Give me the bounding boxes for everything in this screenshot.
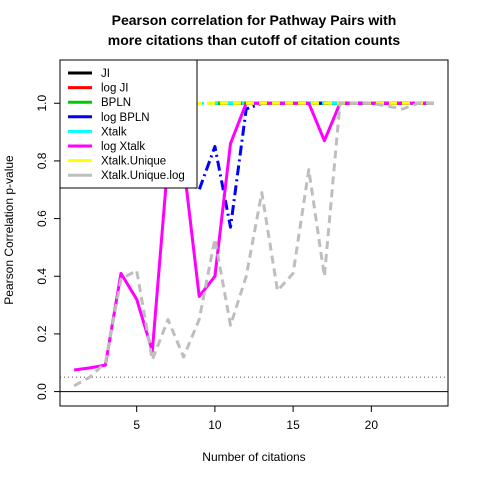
y-tick-label: 0.0 <box>35 383 49 400</box>
legend-label: log Xtalk <box>101 141 145 153</box>
y-tick-label: 0.4 <box>35 268 49 285</box>
legend-label: JI <box>101 68 110 80</box>
legend-label: Xtalk <box>101 126 127 138</box>
series-line-log-bpln <box>182 101 434 229</box>
plot-frame <box>59 59 449 407</box>
x-tick-label: 10 <box>208 418 222 432</box>
y-tick-label: 1.0 <box>35 95 49 112</box>
y-tick-label: 0.6 <box>35 210 49 227</box>
legend: JI log JI BPLN log BPLN Xtalk log Xtalk Xtalk.… <box>59 59 198 189</box>
x-tick-label: 15 <box>286 418 300 432</box>
legend-label: BPLN <box>101 97 131 109</box>
y-tick-label: 0.2 <box>35 325 49 342</box>
reference-lines <box>60 376 448 393</box>
x-axis-label: Number of citations <box>202 450 305 464</box>
y-axis: 0.0 0.2 0.4 0.6 0.8 1.0 <box>35 95 60 400</box>
legend-label: Xtalk.Unique <box>101 156 166 168</box>
y-tick-label: 0.8 <box>35 152 49 169</box>
x-tick-label: 20 <box>365 418 379 432</box>
legend-label: log BPLN <box>101 112 150 124</box>
legend-label: log JI <box>101 83 129 95</box>
y-axis-label: Pearson Correlation p-value <box>2 155 16 305</box>
x-tick-label: 5 <box>133 418 140 432</box>
chart-title-line-2: more citations than cutoff of citation c… <box>108 32 401 48</box>
series-lines <box>73 101 434 388</box>
legend-label: Xtalk.Unique.log <box>101 170 185 182</box>
chart-title-line-1: Pearson correlation for Pathway Pairs wi… <box>112 12 397 28</box>
x-axis: 5 10 15 20 <box>133 406 378 432</box>
legend-box <box>59 59 198 189</box>
